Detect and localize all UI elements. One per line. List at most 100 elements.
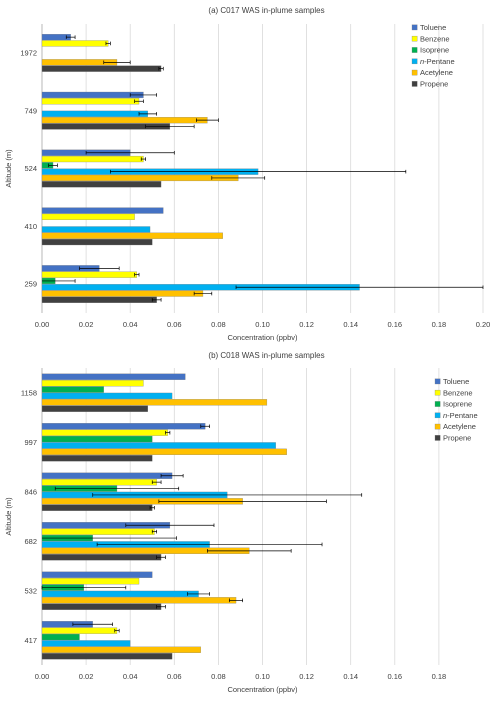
legend-swatch-toluene [434,378,441,385]
x-tick-label: 0.14 [343,320,358,329]
bar-n-pentane-410 [41,226,151,233]
legend-swatch-n-pentane [411,58,418,65]
x-tick-label: 0.08 [211,672,226,681]
bar-benzene-1158 [41,379,144,387]
legend-swatch-n-pentane [434,412,441,419]
legend-label-benzene: Benzene [420,34,450,43]
bar-isoprene-417 [41,633,80,641]
x-tick-label: 0.02 [79,320,94,329]
y-axis-label: Altitude (m) [4,497,13,536]
y-tick-label: 410 [24,222,37,231]
bar-propene-524 [41,181,162,188]
legend-swatch-propene [434,435,441,441]
bar-acetylene-532 [41,597,237,604]
bar-n-pentane-417 [41,640,131,647]
bar-toluene-846 [41,472,173,479]
y-axis-label: Altitude (m) [4,149,13,188]
bar-acetylene-410 [41,232,223,239]
legend-label-benzene: Benzene [443,388,473,397]
bar-benzene-1972 [41,40,109,47]
legend-label-acetylene: Acetylene [420,68,453,77]
x-tick-label: 0.08 [211,320,226,329]
x-tick-label: 0.06 [167,672,182,681]
bar-n-pentane-997 [41,442,276,449]
legend-label-toluene: Toluene [443,377,469,386]
legend-swatch-acetylene [434,423,441,430]
x-tick-label: 0.10 [255,672,270,681]
legend-swatch-isoprene [434,401,441,407]
legend-swatch-propene [411,81,418,87]
bar-propene-682 [41,554,162,561]
bar-toluene-410 [41,207,164,214]
y-tick-label: 417 [24,636,37,645]
legend-swatch-toluene [411,24,418,31]
legend: Toluene Benzene Isoprene n-Pentane Acetylene… [411,23,455,89]
x-tick-label: 0.00 [35,672,50,681]
bar-toluene-1158 [41,373,186,380]
bar-benzene-410 [41,213,135,220]
x-tick-label: 0.18 [432,672,447,681]
x-tick-label: 0.14 [343,672,358,681]
y-tick-label: 1972 [20,49,37,58]
bar-toluene-532 [41,571,153,578]
y-tick-label: 524 [24,164,37,173]
bar-toluene-749 [41,91,144,99]
legend-label-toluene: Toluene [420,23,446,32]
bar-propene-417 [41,653,173,660]
legend-label-isoprene: Isoprene [443,400,472,409]
bar-benzene-259 [41,271,137,278]
chart-title: (b) C018 WAS in-plume samples [208,351,324,360]
bar-propene-846 [41,504,153,511]
bar-benzene-749 [41,98,140,105]
legend-swatch-benzene [434,389,441,396]
bar-n-pentane-1158 [41,392,173,400]
y-tick-label: 846 [24,487,37,496]
legend-swatch-acetylene [411,69,418,76]
y-tick-label: 997 [24,438,37,447]
legend-label-n-pentane: n-Pentane [420,57,455,66]
y-tick-label: 749 [24,106,37,115]
bar-propene-997 [41,455,153,462]
bar-isoprene-997 [41,435,153,443]
bar-benzene-532 [41,578,140,585]
bar-propene-1972 [41,65,162,72]
x-tick-label: 0.16 [387,672,402,681]
legend: Toluene Benzene Isoprene n-Pentane Acetylene… [434,377,478,443]
x-tick-label: 0.18 [432,320,447,329]
bar-acetylene-259 [41,290,204,297]
bar-acetylene-417 [41,646,201,653]
y-tick-label: 259 [24,280,37,289]
y-tick-label: 532 [24,586,37,595]
x-tick-label: 0.12 [299,672,314,681]
x-tick-label: 0.10 [255,320,270,329]
legend-label-n-pentane: n-Pentane [443,411,478,420]
x-tick-label: 0.16 [387,320,402,329]
bar-propene-532 [41,603,162,610]
bar-propene-259 [41,296,157,303]
x-tick-label: 0.12 [299,320,314,329]
chart-title: (a) C017 WAS in-plume samples [208,6,324,15]
x-tick-label: 0.04 [123,320,138,329]
legend-swatch-isoprene [411,47,418,53]
y-tick-label: 1158 [21,388,37,397]
legend-label-acetylene: Acetylene [443,422,476,431]
bar-n-pentane-532 [41,590,199,598]
x-tick-label: 0.20 [476,320,491,329]
x-tick-label: 0.06 [167,320,182,329]
bar-benzene-524 [41,155,144,163]
bar-acetylene-749 [41,117,208,124]
x-axis-label: Concentration (ppbv) [227,685,298,694]
bar-acetylene-997 [41,448,287,456]
bar-propene-1158 [41,405,148,412]
bar-benzene-682 [41,528,155,535]
bar-toluene-997 [41,423,206,430]
bar-benzene-846 [41,478,157,486]
bar-n-pentane-749 [41,110,148,117]
x-tick-label: 0.00 [35,320,50,329]
bar-propene-410 [41,238,153,246]
legend-label-propene: Propene [443,434,471,443]
bar-benzene-417 [41,627,118,634]
y-tick-label: 682 [24,537,37,546]
